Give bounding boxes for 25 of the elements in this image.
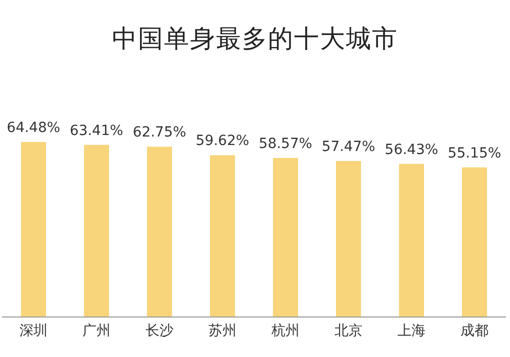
data-label: 56.43%: [384, 142, 438, 158]
bar: [273, 158, 298, 317]
x-tick-label: 北京: [334, 322, 362, 339]
bar: [210, 155, 235, 317]
bar: [147, 146, 172, 317]
x-tick-label: 杭州: [270, 322, 300, 339]
bar: [21, 142, 46, 317]
x-tick-label: 成都: [460, 322, 488, 339]
bar: [336, 161, 361, 317]
data-label: 57.47%: [322, 139, 376, 156]
data-label: 55.15%: [448, 145, 502, 162]
data-label: 62.75%: [132, 124, 186, 141]
data-label: 63.41%: [70, 122, 124, 139]
x-tick-label: 广州: [82, 322, 110, 339]
data-label: 59.62%: [196, 133, 250, 150]
bar: [462, 167, 487, 317]
data-label: 64.48%: [6, 120, 60, 136]
x-tick-label: 长沙: [146, 322, 174, 339]
chart-title: 中国单身最多的十大城市: [111, 23, 399, 55]
bar: [399, 164, 424, 317]
x-tick-label: 上海: [398, 322, 426, 339]
data-label: 58.57%: [258, 136, 312, 152]
bar: [84, 144, 109, 317]
x-tick-label: 苏州: [208, 322, 236, 339]
x-tick-label: 深圳: [20, 322, 48, 339]
